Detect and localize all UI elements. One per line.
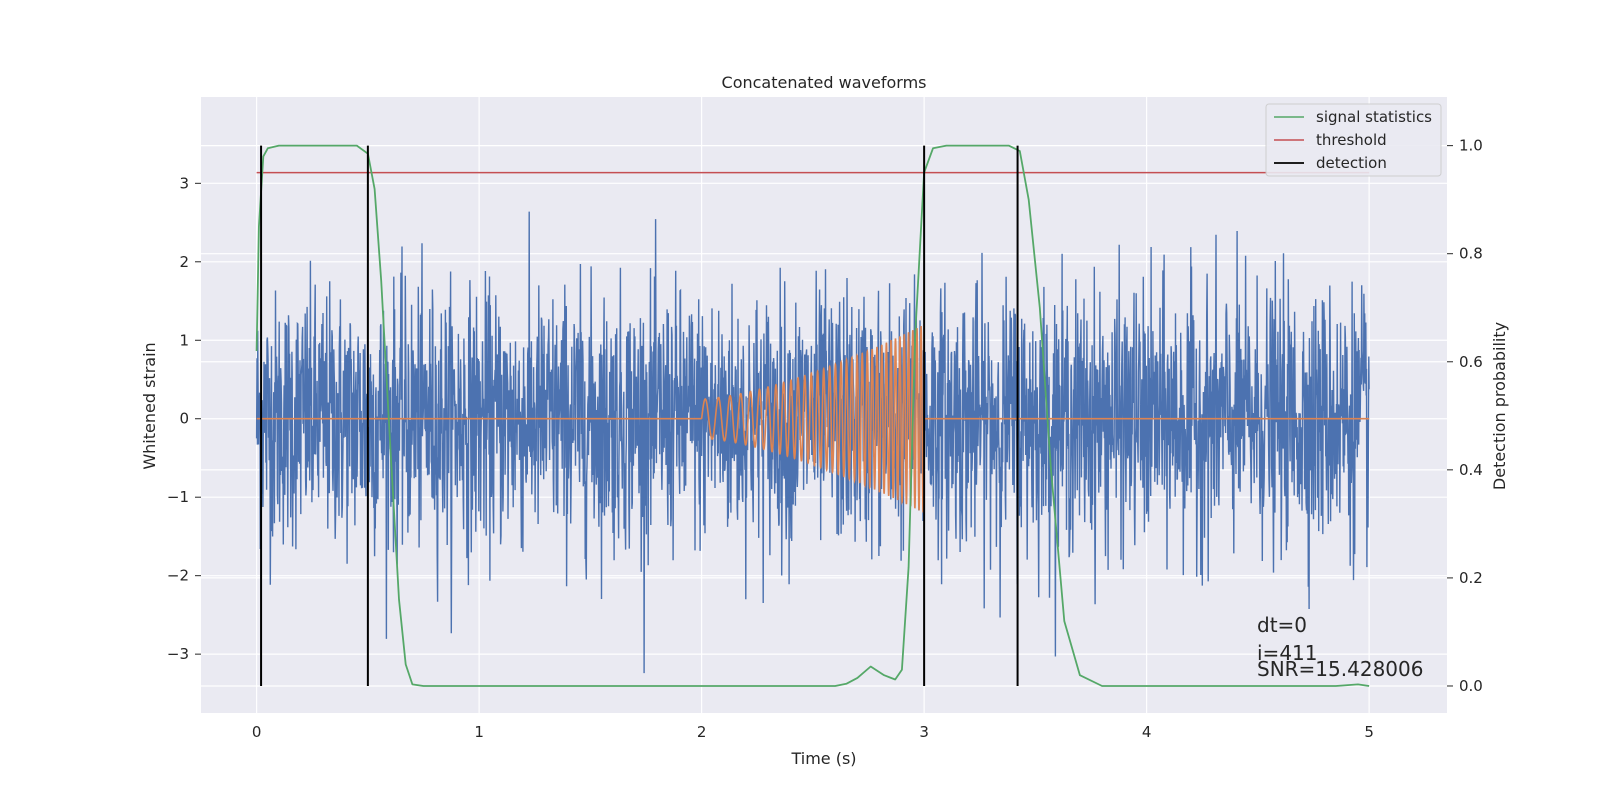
y-tick-label: 1 xyxy=(179,331,189,349)
y-tick-label: 0 xyxy=(179,410,189,428)
chart-title: Concatenated waveforms xyxy=(722,73,927,92)
y-tick-label: −2 xyxy=(167,567,189,585)
x-tick-label: 3 xyxy=(919,723,929,741)
legend-label-detection: detection xyxy=(1316,154,1387,172)
chirp-line xyxy=(700,326,925,513)
y-axis-ticks: −3 −2 −1 0 1 2 3 xyxy=(167,174,201,663)
x-tick-label: 5 xyxy=(1364,723,1374,741)
y-tick-label: 2 xyxy=(179,253,189,271)
detection-series xyxy=(260,145,1019,686)
y-tick-label: −1 xyxy=(167,488,189,506)
legend-box xyxy=(1265,103,1442,177)
signal-statistics-series xyxy=(255,144,1370,687)
signal-statistics-line xyxy=(255,144,1370,687)
annotation-index: i=411 xyxy=(1257,641,1318,665)
x-axis-ticks: 0 1 2 3 4 5 xyxy=(252,723,1374,741)
x-tick-label: 1 xyxy=(474,723,484,741)
y2-tick-label: 1.0 xyxy=(1459,137,1483,155)
y2-tick-label: 0.0 xyxy=(1459,677,1483,695)
x-tick-label: 4 xyxy=(1142,723,1152,741)
y2-tick-label: 0.8 xyxy=(1459,245,1483,263)
y-axis-label: Whitened strain xyxy=(140,342,159,469)
legend: signal statistics threshold detection xyxy=(1265,103,1442,177)
y-tick-label: 3 xyxy=(179,174,189,192)
y2-tick-label: 0.6 xyxy=(1459,353,1483,371)
x-tick-label: 0 xyxy=(252,723,262,741)
y2-axis-ticks: 0.0 0.2 0.4 0.6 0.8 1.0 xyxy=(1447,137,1483,695)
annotation-snr: SNR=15.428006 xyxy=(1257,657,1423,681)
annotation-dt: dt=0 xyxy=(1257,613,1307,637)
y-tick-label: −3 xyxy=(167,645,189,663)
legend-label-signal-statistics: signal statistics xyxy=(1316,108,1432,126)
annotations: dt=0 i=411 SNR=15.428006 xyxy=(1257,613,1423,681)
chirp-series xyxy=(256,326,1370,513)
y2-axis-label: Detection probability xyxy=(1490,322,1509,490)
y2-tick-label: 0.2 xyxy=(1459,569,1483,587)
y2-tick-label: 0.4 xyxy=(1459,461,1483,479)
legend-label-threshold: threshold xyxy=(1316,131,1387,149)
x-axis-label: Time (s) xyxy=(790,749,856,768)
x-tick-label: 2 xyxy=(697,723,707,741)
